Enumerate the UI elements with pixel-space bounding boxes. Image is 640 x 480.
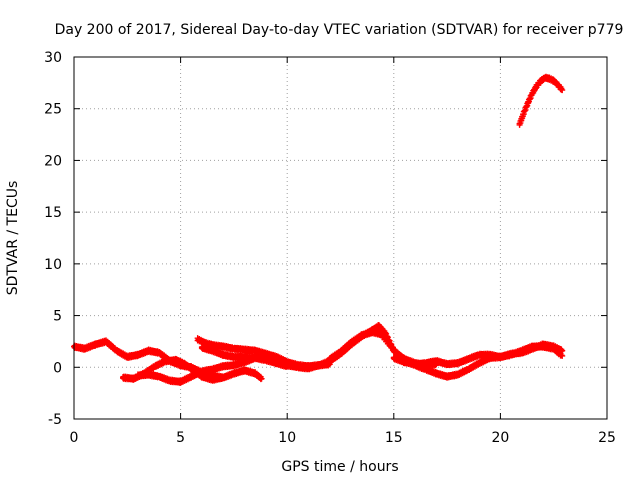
data-point <box>559 87 566 94</box>
data-point <box>527 95 534 102</box>
x-tick-label: 0 <box>70 430 79 446</box>
chart-title: Day 200 of 2017, Sidereal Day-to-day VTE… <box>55 22 624 38</box>
data-point <box>526 96 533 103</box>
data-point <box>258 375 265 382</box>
series-sat-a <box>71 337 227 382</box>
y-tick-label: -5 <box>48 412 62 428</box>
x-tick-label: 5 <box>176 430 185 446</box>
data-point <box>520 111 527 118</box>
series-sat-b <box>120 355 265 384</box>
data-points <box>71 73 566 386</box>
series-sat-h <box>516 73 566 128</box>
x-tick-label: 15 <box>385 430 403 446</box>
y-axis-label: SDTVAR / TECUs <box>5 181 21 296</box>
data-point <box>559 347 566 354</box>
series-sat-g <box>390 340 566 369</box>
y-tick-label: 0 <box>53 360 62 376</box>
y-tick-label: 10 <box>44 257 62 273</box>
plot-border <box>73 56 608 420</box>
grid <box>74 57 607 419</box>
y-tick-label: 15 <box>44 205 62 221</box>
series-sat-f <box>326 327 566 381</box>
x-tick-label: 25 <box>598 430 616 446</box>
y-tick-label: 25 <box>44 102 62 118</box>
y-tick-label: 20 <box>44 153 62 169</box>
y-tick-label: 30 <box>44 50 62 66</box>
data-point <box>559 352 566 359</box>
x-axis-label: GPS time / hours <box>281 459 398 475</box>
y-tick-label: 5 <box>53 309 62 325</box>
ticks: 0 5 10 15 20 25 -5 0 5 10 15 20 25 30 <box>44 50 616 446</box>
x-tick-label: 10 <box>278 430 296 446</box>
data-point <box>521 107 528 114</box>
x-tick-label: 20 <box>491 430 509 446</box>
